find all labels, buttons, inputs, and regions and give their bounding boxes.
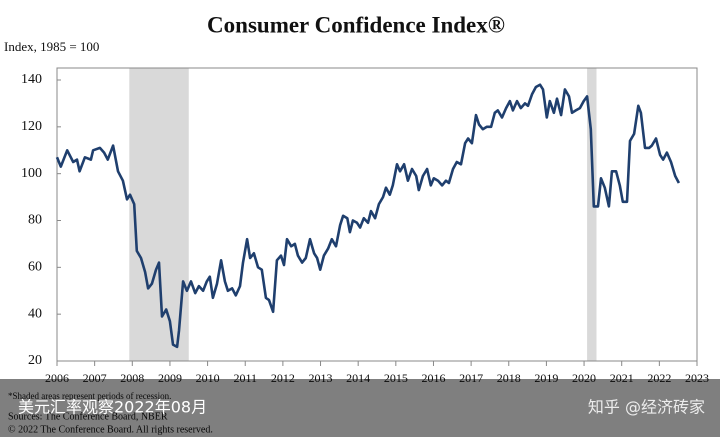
y-tick-label: 120 (21, 119, 42, 134)
plot-frame (56, 67, 698, 362)
y-tick-label: 40 (28, 306, 42, 321)
y-tick-label: 20 (28, 353, 42, 368)
chart-title: Consumer Confidence Index® (207, 12, 505, 37)
overlay-caption: 美元汇率观察2022年08月 (18, 398, 207, 417)
y-tick-label: 140 (21, 72, 42, 87)
recession-band (129, 68, 189, 361)
recession-band (587, 68, 597, 361)
y-tick-label: 60 (28, 260, 42, 275)
watermark: 知乎 @经济砖家 (588, 398, 705, 417)
overlay-band (0, 379, 720, 437)
series-line (55, 83, 681, 349)
y-tick-label: 80 (28, 213, 42, 228)
y-tick-label: 100 (21, 166, 42, 181)
y-axis-label: Index, 1985 = 100 (4, 39, 99, 54)
